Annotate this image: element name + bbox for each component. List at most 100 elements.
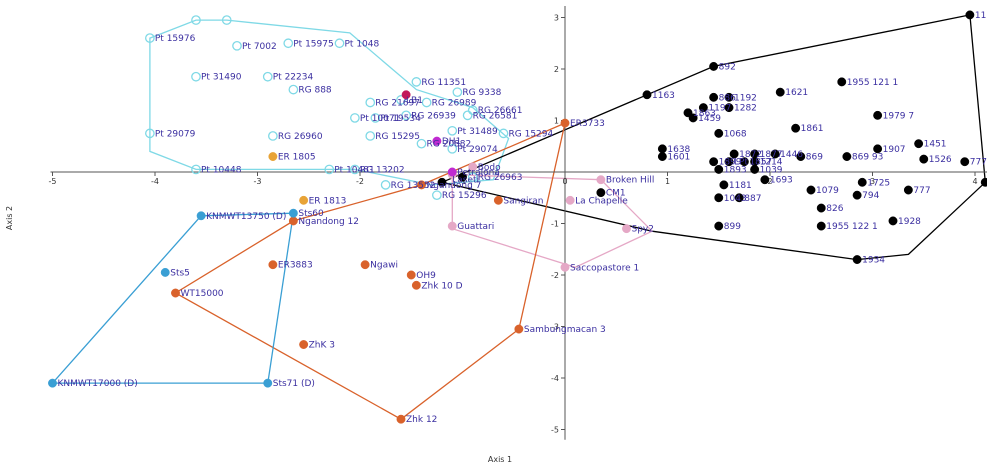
point-label: 869 <box>806 153 823 163</box>
y-tick-label: -5 <box>551 426 559 435</box>
point-g1-32 <box>719 180 729 190</box>
point-label: Guattari <box>457 222 494 232</box>
point-g1-24 <box>709 157 719 167</box>
point-g1-43 <box>852 255 862 264</box>
x-axis-title: Axis 1 <box>488 455 512 464</box>
point-label: Sangiran <box>503 196 543 206</box>
point-label: 1601 <box>667 153 690 163</box>
point-g2-4 <box>560 262 570 272</box>
point-label: La Chapelle <box>575 196 628 206</box>
point-g2-0 <box>596 175 606 185</box>
point-g1-0 <box>965 10 975 20</box>
point-label: ER3883 <box>278 261 313 271</box>
point-g1-26 <box>739 157 749 167</box>
point-g1-36 <box>857 177 867 187</box>
point-labels: Pt 15976 Pt 7002 Pt 15975 Pt 1048 Pt 31490 Pt… <box>58 11 987 425</box>
point-label: 1934 <box>862 256 885 266</box>
point-label: ER 1805 <box>278 153 316 163</box>
y-axis-title: Axis 2 <box>5 206 14 230</box>
point-g0-16 <box>370 113 381 123</box>
point-g4-3 <box>263 378 273 388</box>
x-tick-label: -4 <box>151 177 159 186</box>
point-label: Zhk 10 D <box>421 281 462 291</box>
point-label: Pt 1048 <box>345 39 380 49</box>
point-label: 1872 <box>739 150 762 160</box>
point-g0-31 <box>467 172 478 182</box>
point-label: 1955 121 1 <box>847 78 899 88</box>
point-label: Laseti <box>452 176 479 186</box>
point-g0-3 <box>232 40 242 51</box>
point-label: CM1 <box>606 189 626 199</box>
x-tick-label: 0 <box>562 177 567 186</box>
point-label: RG 26989 <box>432 98 477 108</box>
point-label: Pt 10071 <box>360 114 400 124</box>
point-label: RG 26661 <box>478 106 523 116</box>
point-g1-14 <box>914 139 924 149</box>
point-label: WT15000 <box>181 289 224 299</box>
point-label: 1857 <box>749 158 772 168</box>
point-g0-13 <box>452 87 463 98</box>
point-g3-2 <box>493 195 503 205</box>
point-label: 1451 <box>924 140 947 150</box>
point-g0-5 <box>334 38 345 49</box>
point-g1-40 <box>714 221 724 231</box>
point-g1-16 <box>873 144 883 154</box>
point-label: 1979 7 <box>883 111 915 121</box>
hull-group-4 <box>51 212 295 384</box>
point-label: RG 26939 <box>411 111 456 121</box>
point-label: 1861 <box>801 124 824 134</box>
point-g0-26 <box>191 164 201 175</box>
point-label: RG 13552 <box>391 181 436 191</box>
point-g1-45 <box>437 177 447 187</box>
point-g1-21 <box>842 152 852 162</box>
x-tick-label: -2 <box>356 177 364 186</box>
point-label: Pt 10448 <box>201 165 242 175</box>
point-g3-5 <box>268 260 278 270</box>
point-label: Sambungmacan 3 <box>524 325 606 335</box>
point-g3-7 <box>406 270 416 280</box>
point-label: 115 <box>975 11 987 21</box>
y-tick-label: -1 <box>551 220 559 229</box>
point-g1-10 <box>688 113 698 123</box>
point-label: Zhk 12 <box>406 415 437 425</box>
point-label: 1693 <box>770 176 793 186</box>
point-label: RG 20882 <box>427 140 472 150</box>
x-tick-label: 3 <box>870 177 875 186</box>
point-g3-1 <box>417 180 426 190</box>
point-g1-7 <box>698 103 708 113</box>
point-label: 1043 <box>724 194 747 204</box>
point-g7-0 <box>432 136 442 146</box>
x-tick-label: 4 <box>972 177 977 186</box>
point-label: RG 9338 <box>462 88 501 98</box>
point-g3-3 <box>288 216 298 226</box>
point-g7-1 <box>447 167 457 177</box>
point-label: Pt 29074 <box>457 145 498 155</box>
point-g4-2 <box>160 267 170 277</box>
point-g1-42 <box>888 216 898 226</box>
point-g1-13 <box>714 128 724 138</box>
point-label: 1893 <box>724 165 747 175</box>
point-label: DH1 <box>442 137 461 147</box>
point-label: 1928 <box>898 217 921 227</box>
point-label: 1282 <box>734 104 757 114</box>
point-label: 1863 <box>693 109 716 119</box>
point-g1-15 <box>657 144 667 154</box>
point-g1-44 <box>980 177 987 187</box>
point-g1-31 <box>760 175 770 185</box>
point-label: KNMWT13750 (D) <box>206 212 286 222</box>
point-g1-2 <box>642 90 652 100</box>
point-label: 1638 <box>667 145 690 155</box>
point-label: 1955 122 1 <box>826 222 878 232</box>
point-label: 1214 <box>760 158 783 168</box>
point-label: Pt 15976 <box>155 34 196 44</box>
point-g0-23 <box>498 128 509 139</box>
point-g1-28 <box>796 152 806 162</box>
y-tick-label: -4 <box>551 374 559 383</box>
point-label: Ngandong 12 <box>298 217 359 227</box>
point-g0-14 <box>401 110 411 121</box>
point-label: Pt 15975 <box>293 39 333 49</box>
point-label: 1621 <box>785 88 808 98</box>
point-label: Pt 10481 <box>334 165 374 175</box>
point-label: 869 93 <box>852 153 884 163</box>
point-g1-47 <box>458 172 467 182</box>
